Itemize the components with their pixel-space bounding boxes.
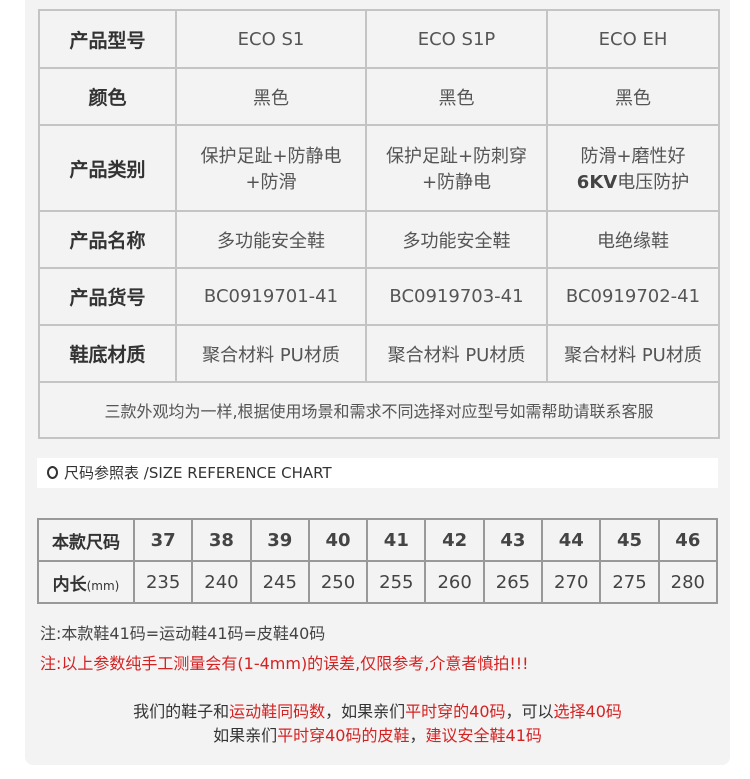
cell: 聚合材料 PU材质 (175, 324, 367, 383)
size-header-en: SIZE REFERENCE CHART (148, 464, 332, 482)
advice-text: ，如果亲们 (325, 702, 406, 721)
advice-line-1: 我们的鞋子和运动鞋同码数，如果亲们平时穿的40码，可以选择40码 (25, 698, 730, 722)
cell-line: +防静电 (421, 172, 492, 193)
cell: 聚合材料 PU材质 (365, 324, 548, 383)
row-label: 产品型号 (38, 9, 177, 69)
advice-highlight: 运动鞋同码数 (229, 702, 326, 721)
length-cell: 275 (599, 560, 660, 604)
length-cell: 240 (191, 560, 252, 604)
advice-highlight: 建议安全鞋41码 (425, 726, 542, 745)
row-sole: 鞋底材质 聚合材料 PU材质 聚合材料 PU材质 聚合材料 PU材质 (38, 324, 720, 383)
cell: 黑色 (175, 67, 367, 126)
row-label: 本款尺码 (37, 518, 135, 562)
size-header-cn: 尺码参照表 / (64, 464, 149, 482)
cell: 聚合材料 PU材质 (546, 324, 720, 383)
length-cell: 280 (657, 560, 719, 604)
row-name: 产品名称 多功能安全鞋 多功能安全鞋 电绝缘鞋 (38, 210, 720, 269)
cell: 多功能安全鞋 (365, 210, 548, 269)
cell: 保护足趾+防静电 +防滑 (175, 124, 367, 212)
cell: ECO S1 (175, 9, 367, 69)
size-cell: 44 (541, 518, 602, 562)
cell: 多功能安全鞋 (175, 210, 367, 269)
cell: BC0919703-41 (365, 267, 548, 326)
cell-line: 保护足趾+防刺穿 (385, 146, 528, 167)
row-label: 产品货号 (38, 267, 177, 326)
length-cell: 235 (132, 560, 194, 604)
length-cell: 255 (366, 560, 427, 604)
advice-highlight: 平时穿的40码 (405, 702, 506, 721)
cell: 电绝缘鞋 (546, 210, 720, 269)
cell-line: 6KV电压防护 (548, 168, 718, 194)
length-cell: 250 (307, 560, 369, 604)
row-category: 产品类别 保护足趾+防静电 +防滑 保护足趾+防刺穿 +防静电 防滑+磨性好 6KV电… (38, 124, 720, 212)
row-label: 产品名称 (38, 210, 177, 269)
voltage-text: 6KV (576, 172, 618, 193)
row-color: 颜色 黑色 黑色 黑色 (38, 67, 720, 126)
advice-highlight: 选择40码 (553, 702, 622, 721)
size-note: 注:本款鞋41码=运动鞋41码=皮鞋40码 (40, 624, 326, 643)
size-cell: 40 (307, 518, 369, 562)
cell: 黑色 (365, 67, 548, 126)
advice-text: 我们的鞋子和 (133, 702, 230, 721)
table-note: 三款外观均为一样,根据使用场景和需求不同选择对应型号如需帮助请联系客服 (38, 381, 720, 439)
row-label: 颜色 (38, 67, 177, 126)
row-label: 内长(mm) (37, 560, 135, 604)
advice-text: ，可以 (505, 702, 554, 721)
length-cell: 245 (249, 560, 310, 604)
size-row: 本款尺码 37 38 39 40 41 42 43 44 45 46 (37, 518, 719, 562)
size-cell: 46 (657, 518, 719, 562)
spec-table: 产品型号 ECO S1 ECO S1P ECO EH 颜色 黑色 黑色 黑色 产品类别 保护… (38, 9, 720, 439)
size-chart-header: 尺码参照表 /SIZE REFERENCE CHART (37, 458, 718, 488)
advice-highlight: 平时穿40码的皮鞋 (277, 726, 410, 745)
cell: ECO S1P (365, 9, 548, 69)
length-cell: 270 (541, 560, 602, 604)
cell: ECO EH (546, 9, 720, 69)
cell: 防滑+磨性好 6KV电压防护 (546, 124, 720, 212)
length-unit: (mm) (86, 578, 120, 593)
row-note: 三款外观均为一样,根据使用场景和需求不同选择对应型号如需帮助请联系客服 (38, 381, 720, 439)
cell-line: +防滑 (245, 172, 297, 193)
size-table: 本款尺码 37 38 39 40 41 42 43 44 45 46 内长(mm) 235 240 245… (37, 518, 719, 604)
cell: BC0919701-41 (175, 267, 367, 326)
row-label: 产品类别 (38, 124, 177, 212)
size-cell: 41 (366, 518, 427, 562)
size-cell: 45 (599, 518, 660, 562)
size-cell: 37 (132, 518, 194, 562)
length-label: 内长 (52, 574, 87, 595)
size-cell: 43 (482, 518, 544, 562)
cell-line: 保护足趾+防静电 (200, 146, 342, 167)
row-model: 产品型号 ECO S1 ECO S1P ECO EH (38, 9, 720, 69)
size-cell: 42 (424, 518, 485, 562)
cell-text: 电压防护 (617, 172, 690, 193)
length-cell: 260 (424, 560, 485, 604)
length-row: 内长(mm) 235 240 245 250 255 260 265 270 275 280 (37, 560, 719, 604)
cell-line: 防滑+磨性好 (580, 146, 686, 167)
measurement-warning: 注:以上参数纯手工测量会有(1-4mm)的误差,仅限参考,介意者慎拍!!! (40, 654, 529, 673)
row-label: 鞋底材质 (38, 324, 177, 383)
circle-icon (47, 466, 58, 479)
cell: 黑色 (546, 67, 720, 126)
row-sku: 产品货号 BC0919701-41 BC0919703-41 BC0919702-41 (38, 267, 720, 326)
length-cell: 265 (482, 560, 544, 604)
advice-line-2: 如果亲们平时穿40码的皮鞋，建议安全鞋41码 (25, 722, 730, 746)
advice-text: ， (409, 726, 426, 745)
cell: 保护足趾+防刺穿 +防静电 (365, 124, 548, 212)
size-cell: 39 (249, 518, 310, 562)
advice-text: 如果亲们 (213, 726, 278, 745)
cell: BC0919702-41 (546, 267, 720, 326)
size-cell: 38 (191, 518, 252, 562)
